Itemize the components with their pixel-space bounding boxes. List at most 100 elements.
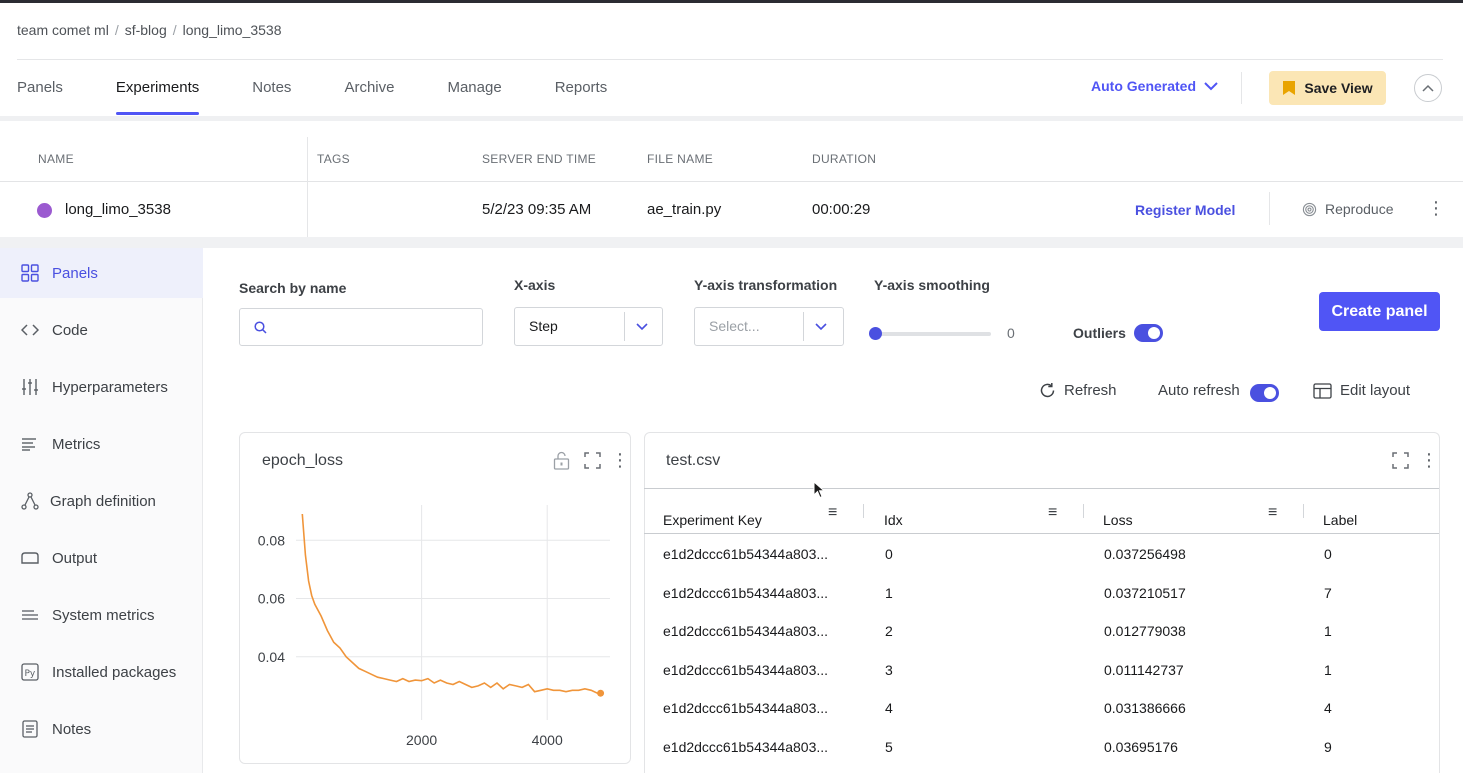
- fullscreen-icon[interactable]: [584, 452, 601, 469]
- search-input[interactable]: [239, 308, 483, 346]
- cell-label: 0: [1324, 546, 1332, 562]
- column-menu-icon[interactable]: ≡: [828, 504, 838, 521]
- divider: [1269, 192, 1270, 225]
- save-view-label: Save View: [1304, 80, 1373, 96]
- breadcrumb-experiment: long_limo_3538: [182, 22, 282, 38]
- tab-experiments[interactable]: Experiments: [115, 60, 200, 115]
- cell-experiment-key: e1d2dccc61b54344a803...: [663, 546, 829, 562]
- tab-panels[interactable]: Panels: [17, 79, 63, 96]
- sidebar-item-graph-definition[interactable]: Graph definition: [0, 476, 203, 526]
- sidebar-item-system-metrics[interactable]: System metrics: [0, 590, 203, 640]
- top-border: [0, 0, 1463, 3]
- table-panel-title: test.csv: [666, 452, 721, 469]
- breadcrumb-separator: /: [172, 22, 177, 38]
- refresh-icon: [1040, 383, 1055, 398]
- table-header-loss[interactable]: Loss: [1103, 512, 1133, 528]
- column-divider: [1083, 504, 1084, 518]
- tab-notes[interactable]: Notes: [252, 79, 292, 96]
- sidebar-item-code[interactable]: Code: [0, 305, 203, 355]
- view-selector-label: Auto Generated: [1091, 78, 1197, 94]
- smoothing-slider-handle[interactable]: [869, 327, 882, 340]
- tab-reports[interactable]: Reports: [554, 79, 608, 96]
- chevron-down-icon: [636, 323, 648, 331]
- sidebar-item-installed-packages[interactable]: Py Installed packages: [0, 647, 203, 697]
- sidebar-item-label: Hyperparameters: [52, 378, 168, 396]
- xaxis-select[interactable]: Step: [514, 307, 663, 346]
- sidebar-item-output[interactable]: Output: [0, 533, 203, 583]
- column-header-server-end-time[interactable]: SERVER END TIME: [482, 152, 597, 166]
- divider: [17, 59, 1443, 60]
- divider: [1241, 72, 1242, 104]
- table-header-idx[interactable]: Idx: [884, 512, 903, 528]
- cell-idx: 3: [885, 661, 893, 678]
- cell-loss: 0.03695176: [1104, 739, 1178, 755]
- breadcrumb-project[interactable]: sf-blog: [124, 22, 167, 38]
- create-panel-button[interactable]: Create panel: [1319, 292, 1440, 331]
- view-selector[interactable]: Auto Generated: [1091, 78, 1218, 94]
- more-options-icon[interactable]: ⋮: [611, 450, 629, 470]
- save-view-button[interactable]: Save View: [1269, 71, 1386, 105]
- series-end-point: [597, 689, 605, 697]
- lock-icon[interactable]: [553, 451, 570, 470]
- sidebar-item-label: Metrics: [52, 435, 101, 453]
- auto-refresh-toggle[interactable]: [1250, 384, 1279, 402]
- breadcrumb-workspace[interactable]: team comet ml: [17, 22, 109, 38]
- column-header-name[interactable]: NAME: [38, 152, 74, 166]
- section-divider: [0, 237, 1463, 248]
- outliers-toggle[interactable]: [1134, 324, 1163, 342]
- sidebar-item-label: Code: [52, 321, 88, 339]
- more-options-icon[interactable]: ⋮: [1427, 198, 1445, 218]
- list-icon: [20, 434, 40, 454]
- auto-refresh-label: Auto refresh: [1158, 382, 1240, 399]
- more-options-icon[interactable]: ⋮: [1420, 450, 1438, 470]
- cell-loss: 0.031386666: [1104, 700, 1186, 717]
- collapse-button[interactable]: [1414, 74, 1442, 102]
- sidebar-item-label: Notes: [52, 720, 92, 738]
- tab-manage[interactable]: Manage: [447, 79, 502, 96]
- table-header-label[interactable]: Label: [1323, 512, 1358, 528]
- ytrans-select[interactable]: Select...: [694, 307, 844, 346]
- reproduce-button[interactable]: Reproduce: [1302, 201, 1394, 217]
- refresh-label: Refresh: [1064, 382, 1117, 399]
- refresh-button[interactable]: Refresh: [1039, 382, 1117, 399]
- experiment-row[interactable]: long_limo_3538 5/2/23 09:35 AM ae_train.…: [0, 182, 1463, 237]
- experiment-name[interactable]: long_limo_3538: [65, 201, 171, 218]
- fingerprint-icon: [1302, 202, 1317, 216]
- sidebar-item-label: Installed packages: [52, 663, 177, 681]
- sidebar-item-label: System metrics: [52, 606, 155, 624]
- column-menu-icon[interactable]: ≡: [1268, 504, 1278, 521]
- fullscreen-icon[interactable]: [1392, 452, 1409, 469]
- ytrans-label: Y-axis transformation: [694, 277, 838, 293]
- tab-archive[interactable]: Archive: [344, 79, 395, 96]
- sidebar-item-metrics[interactable]: Metrics: [0, 419, 203, 469]
- sidebar-item-label: Output: [52, 549, 98, 567]
- sidebar-item-hyperparameters[interactable]: Hyperparameters: [0, 362, 203, 412]
- column-header-file-name[interactable]: FILE NAME: [647, 152, 714, 166]
- system-icon: [20, 605, 40, 625]
- sliders-icon: [20, 377, 40, 397]
- select-divider: [624, 312, 625, 341]
- sidebar: Panels Code Hyperparameters Metrics Grap…: [0, 248, 203, 773]
- column-header-tags[interactable]: TAGS: [317, 152, 350, 166]
- table-header-experiment-key[interactable]: Experiment Key: [663, 512, 762, 528]
- y-tick-label: 0.04: [258, 649, 285, 665]
- register-model-button[interactable]: Register Model: [1135, 202, 1236, 218]
- smoothing-slider-track[interactable]: [875, 332, 991, 336]
- python-icon: Py: [20, 662, 40, 682]
- divider: [644, 488, 1439, 489]
- sidebar-item-notes[interactable]: Notes: [0, 704, 203, 754]
- cell-label: 9: [1324, 739, 1332, 755]
- edit-layout-button[interactable]: Edit layout: [1313, 382, 1410, 399]
- breadcrumb: team comet ml / sf-blog / long_limo_3538: [17, 22, 281, 38]
- column-header-duration[interactable]: DURATION: [812, 152, 877, 166]
- loss-chart[interactable]: 2000 4000 0.04 0.06 0.08: [240, 490, 625, 760]
- cell-experiment-key: e1d2dccc61b54344a803...: [663, 739, 829, 755]
- reproduce-label: Reproduce: [1325, 201, 1394, 217]
- cell-experiment-key: e1d2dccc61b54344a803...: [663, 661, 829, 678]
- column-menu-icon[interactable]: ≡: [1048, 504, 1058, 521]
- sidebar-item-label: Graph definition: [50, 492, 156, 510]
- experiment-duration: 00:00:29: [812, 201, 871, 218]
- y-tick-label: 0.08: [258, 532, 285, 548]
- sidebar-item-panels[interactable]: Panels: [0, 248, 203, 298]
- code-icon: [20, 320, 40, 340]
